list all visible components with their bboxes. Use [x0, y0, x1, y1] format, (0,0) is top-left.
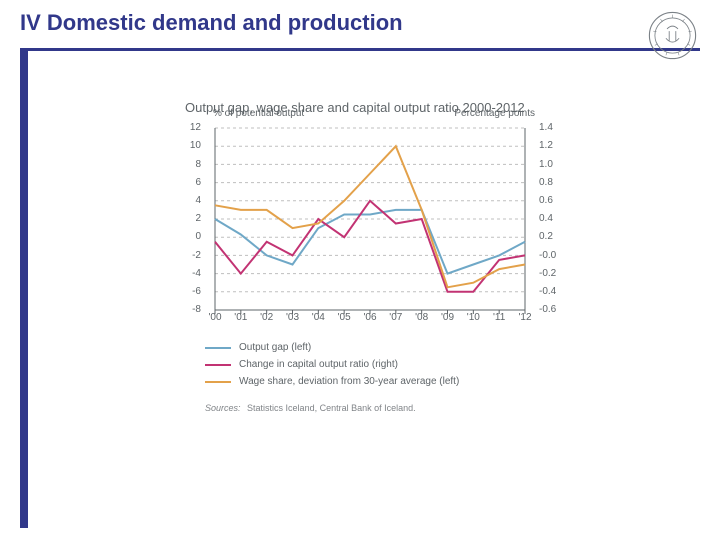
x-tick: '09	[437, 312, 459, 323]
y-right-tick: -0.4	[539, 286, 569, 297]
page-title: IV Domestic demand and production	[20, 10, 700, 36]
logo-figure	[666, 26, 679, 42]
logo-text-ring	[653, 15, 692, 56]
y-left-tick: 6	[179, 177, 201, 188]
logo-outer-ring	[649, 12, 695, 58]
legend-swatch	[205, 364, 231, 366]
chart-svg	[205, 124, 535, 324]
y-left-tick: -4	[179, 268, 201, 279]
y-right-tick: -0.0	[539, 250, 569, 261]
y-left-tick: 10	[179, 140, 201, 151]
y-right-tick: 0.4	[539, 213, 569, 224]
x-tick: '04	[307, 312, 329, 323]
x-tick: '11	[488, 312, 510, 323]
x-tick: '00	[204, 312, 226, 323]
legend-swatch	[205, 347, 231, 349]
x-tick: '06	[359, 312, 381, 323]
y-right-tick: -0.6	[539, 304, 569, 315]
legend-swatch	[205, 381, 231, 383]
x-tick: '03	[282, 312, 304, 323]
chart-legend: Output gap (left) Change in capital outpu…	[205, 342, 565, 387]
x-tick: '07	[385, 312, 407, 323]
y-left-tick: 2	[179, 213, 201, 224]
y-left-tick: -6	[179, 286, 201, 297]
y-left-tick: 12	[179, 122, 201, 133]
chart-sources: Sources: Statistics Iceland, Central Ban…	[205, 403, 565, 413]
x-tick: '10	[462, 312, 484, 323]
y-right-axis-label: Percentage points	[454, 108, 535, 119]
y-right-tick: 0.2	[539, 231, 569, 242]
logo-inner-ring	[655, 18, 690, 53]
left-sidebar-rule	[20, 48, 28, 528]
legend-item: Output gap (left)	[205, 342, 565, 353]
legend-item: Change in capital output ratio (right)	[205, 359, 565, 370]
y-right-tick: 1.4	[539, 122, 569, 133]
sources-label: Sources:	[205, 403, 241, 413]
x-tick: '02	[256, 312, 278, 323]
y-left-tick: -8	[179, 304, 201, 315]
y-right-tick: 1.2	[539, 140, 569, 151]
legend-label: Output gap (left)	[239, 342, 311, 353]
y-left-axis-label: % of potential output	[213, 108, 304, 119]
y-left-tick: 4	[179, 195, 201, 206]
y-right-tick: -0.2	[539, 268, 569, 279]
legend-label: Wage share, deviation from 30-year avera…	[239, 376, 459, 387]
y-left-tick: 8	[179, 159, 201, 170]
x-tick: '01	[230, 312, 252, 323]
legend-item: Wage share, deviation from 30-year avera…	[205, 376, 565, 387]
y-right-tick: 0.6	[539, 195, 569, 206]
y-left-tick: 0	[179, 231, 201, 242]
x-tick: '12	[514, 312, 536, 323]
x-tick: '08	[411, 312, 433, 323]
sources-text: Statistics Iceland, Central Bank of Icel…	[247, 403, 416, 413]
header-rule	[20, 48, 700, 51]
y-left-tick: -2	[179, 250, 201, 261]
legend-label: Change in capital output ratio (right)	[239, 359, 398, 370]
y-right-tick: 1.0	[539, 159, 569, 170]
y-right-tick: 0.8	[539, 177, 569, 188]
x-tick: '05	[333, 312, 355, 323]
bank-logo	[645, 8, 700, 63]
chart-plot: % of potential output Percentage points …	[205, 124, 535, 324]
